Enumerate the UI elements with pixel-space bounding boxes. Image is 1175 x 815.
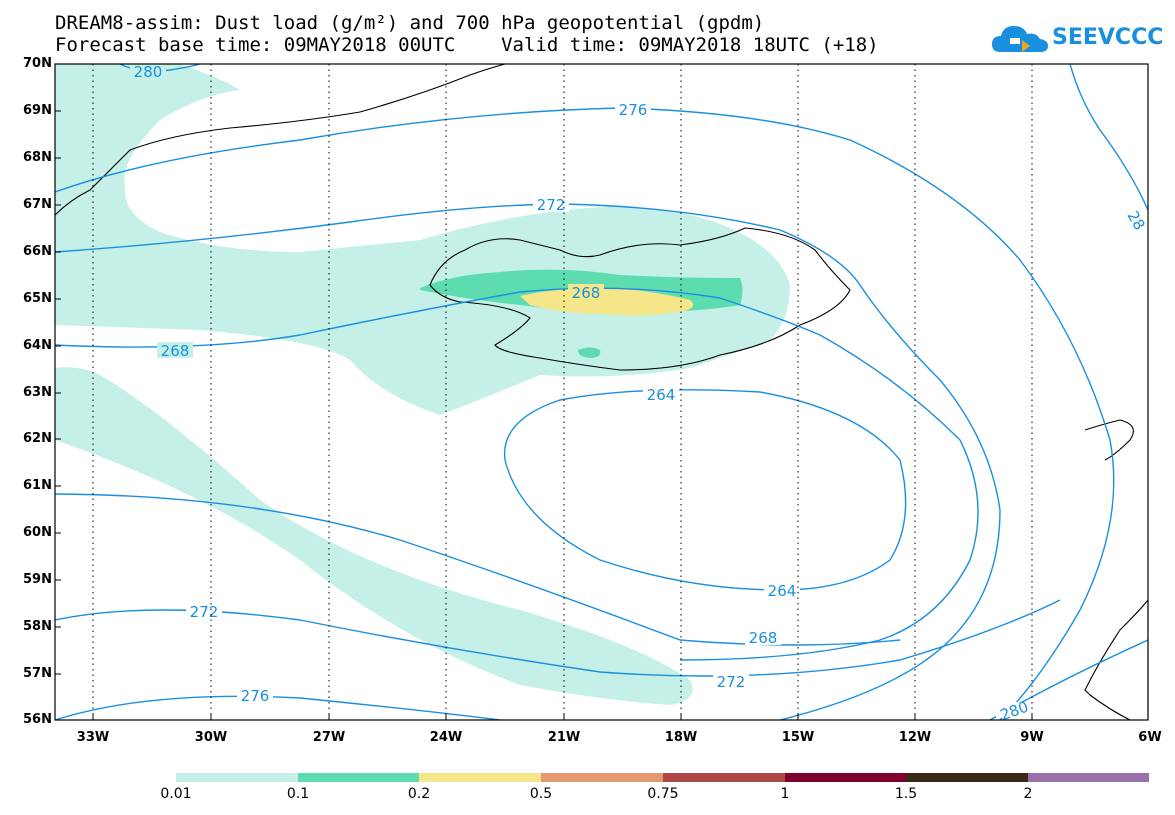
colorbar-segment xyxy=(298,773,419,782)
dust-shading-0.2 xyxy=(520,287,694,316)
seevccc-logo: SEEVCCC xyxy=(990,18,1170,60)
contour-label: 264 xyxy=(647,386,676,404)
lon-label: 27W xyxy=(312,730,346,745)
contour-labels: 280 276 272 268 264 264 268 272 268 272 … xyxy=(130,63,1149,720)
lat-label: 59N xyxy=(23,572,52,587)
colorbar xyxy=(176,773,1149,782)
map-title-line-2: Forecast base time: 09MAY2018 00UTC Vali… xyxy=(55,34,879,56)
iceland-coastline xyxy=(429,227,851,371)
scotland-coastline xyxy=(1084,599,1148,720)
cloud-icon xyxy=(992,26,1048,52)
contour-east xyxy=(1069,64,1148,211)
colorbar-segment xyxy=(663,773,785,782)
geopotential-contours xyxy=(55,64,1148,720)
lat-label: 69N xyxy=(23,103,52,118)
lat-label: 63N xyxy=(23,385,52,400)
colorbar-label: 1.5 xyxy=(894,786,918,802)
dust-shading-0.01 xyxy=(55,64,790,705)
faroe-islands-coastline xyxy=(1084,419,1134,461)
colorbar-label: 0.01 xyxy=(160,786,192,802)
graticule xyxy=(92,64,1033,720)
colorbar-label: 2 xyxy=(1023,786,1033,802)
lat-label: 70N xyxy=(23,56,52,71)
dust-plume-north xyxy=(55,64,790,415)
colorbar-segment xyxy=(541,773,663,782)
lon-label: 21W xyxy=(547,730,581,745)
lon-label: 24W xyxy=(429,730,463,745)
colorbar-segment xyxy=(785,773,906,782)
contour-label: 276 xyxy=(619,101,648,119)
contour-label: 272 xyxy=(190,603,219,621)
contour-label: 268 xyxy=(572,284,601,302)
logo-text: SEEVCCC xyxy=(1052,25,1164,50)
colorbar-label: 1 xyxy=(780,786,790,802)
lat-label: 68N xyxy=(23,150,52,165)
dust-region-0.2 xyxy=(520,287,694,316)
contour-264 xyxy=(503,389,907,591)
lat-label: 61N xyxy=(23,478,52,493)
contour-label: 280 xyxy=(134,63,163,81)
axis-ticks xyxy=(55,63,1033,721)
colorbar-label: 0.75 xyxy=(647,786,679,802)
contour-276-south xyxy=(55,695,501,720)
dust-plume-south xyxy=(55,367,693,705)
coastlines xyxy=(55,64,1148,720)
colorbar-label: 0.2 xyxy=(407,786,431,802)
contour-276 xyxy=(55,107,1115,720)
lon-label: 30W xyxy=(194,730,228,745)
contour-label: 272 xyxy=(537,196,566,214)
contour-label: 268 xyxy=(749,629,778,647)
lat-label: 65N xyxy=(23,291,52,306)
contour-label: 264 xyxy=(768,582,797,600)
dust-spot-0.1 xyxy=(578,347,601,358)
lat-label: 62N xyxy=(23,431,52,446)
contour-label: 28 xyxy=(1124,208,1149,234)
colorbar-label: 0.5 xyxy=(529,786,553,802)
lon-label: 9W xyxy=(1020,730,1044,745)
contour-label: 272 xyxy=(717,673,746,691)
lat-label: 57N xyxy=(23,666,52,681)
colorbar-label: 0.1 xyxy=(286,786,310,802)
lon-label: 12W xyxy=(898,730,932,745)
contour-268 xyxy=(55,287,979,661)
lon-label: 33W xyxy=(76,730,110,745)
colorbar-segment xyxy=(1028,773,1149,782)
lat-label: 56N xyxy=(23,712,52,727)
colorbar-segment xyxy=(176,773,298,782)
lat-label: 58N xyxy=(23,619,52,634)
lon-label: 18W xyxy=(664,730,698,745)
contour-272 xyxy=(55,203,1001,720)
lon-label: 15W xyxy=(781,730,815,745)
lon-label: 6W xyxy=(1138,730,1162,745)
lat-label: 60N xyxy=(23,525,52,540)
lat-label: 64N xyxy=(23,338,52,353)
map-frame xyxy=(54,63,1149,721)
colorbar-segment xyxy=(906,773,1028,782)
contour-label: 268 xyxy=(161,342,190,360)
lat-label: 66N xyxy=(23,244,52,259)
contour-label: 276 xyxy=(241,687,270,705)
colorbar-segment xyxy=(419,773,541,782)
map-title-line-1: DREAM8-assim: Dust load (g/m²) and 700 h… xyxy=(55,12,765,34)
lat-label: 67N xyxy=(23,197,52,212)
greenland-coastline xyxy=(55,64,506,216)
